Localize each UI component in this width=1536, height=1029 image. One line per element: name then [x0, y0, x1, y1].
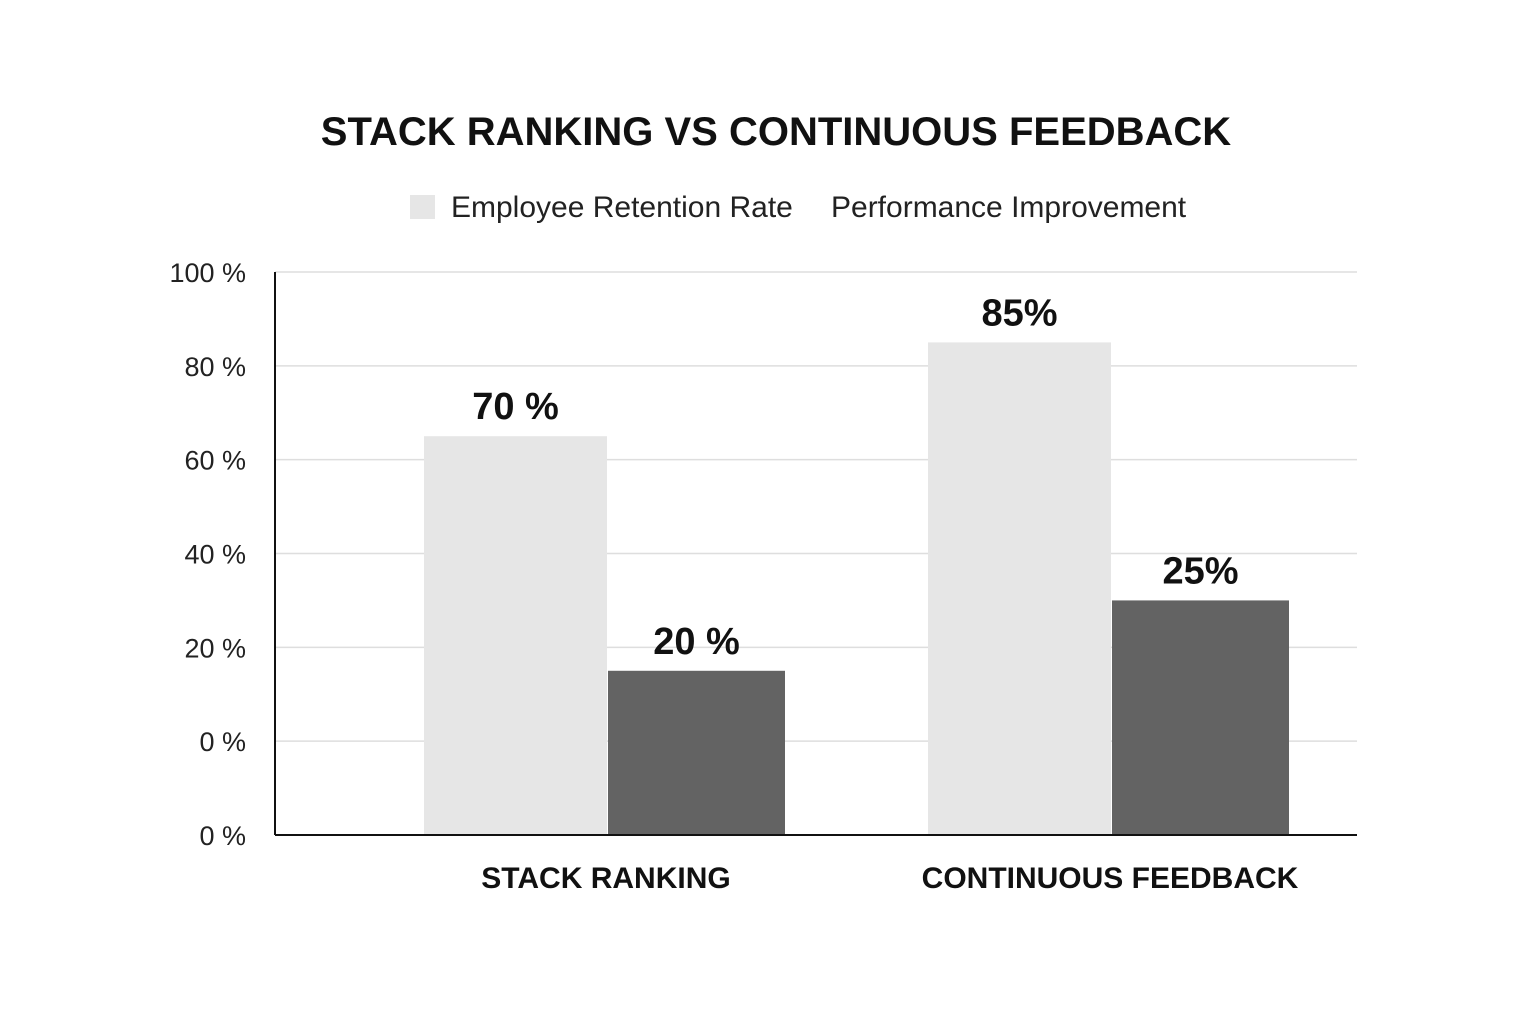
bar-employee-retention [928, 342, 1111, 835]
y-tick-label: 40 % [184, 540, 246, 570]
bar-label-performance-improvement: 20 % [653, 621, 740, 663]
bar-label-employee-retention: 85% [981, 292, 1057, 334]
bars [424, 342, 1289, 835]
y-tick-label: 60 % [184, 446, 246, 476]
x-tick-label: STACK RANKING [481, 862, 730, 895]
bar-label-performance-improvement: 25% [1162, 550, 1238, 592]
y-axis-ticks: 0 % 0 % 20 % 40 % 60 % 80 % 100 % [169, 258, 246, 851]
bar-value-labels: 70 % 20 % 85% 25% [472, 292, 1238, 662]
bar-performance-improvement [608, 670, 785, 835]
bar-performance-improvement [1112, 600, 1289, 835]
bar-label-employee-retention: 70 % [472, 386, 559, 428]
axes [274, 272, 1357, 836]
legend-label-performance: Performance Improvement [831, 191, 1187, 224]
x-axis-ticks: STACK RANKING CONTINUOUS FEEDBACK [481, 862, 1298, 895]
legend-label-retention: Employee Retention Rate [451, 191, 793, 224]
y-tick-label: 80 % [184, 352, 246, 382]
bar-employee-retention [424, 436, 607, 835]
x-tick-label: CONTINUOUS FEEDBACK [922, 862, 1299, 895]
chart-title: STACK RANKING VS CONTINUOUS FEEDBACK [321, 110, 1232, 154]
legend-swatch-retention [410, 195, 435, 219]
y-tick-label: 0 % [199, 821, 246, 851]
legend: Employee Retention Rate Performance Impro… [410, 191, 1187, 224]
y-tick-label: 0 % [199, 727, 246, 757]
y-tick-label: 20 % [184, 633, 246, 663]
y-tick-label: 100 % [169, 258, 246, 288]
